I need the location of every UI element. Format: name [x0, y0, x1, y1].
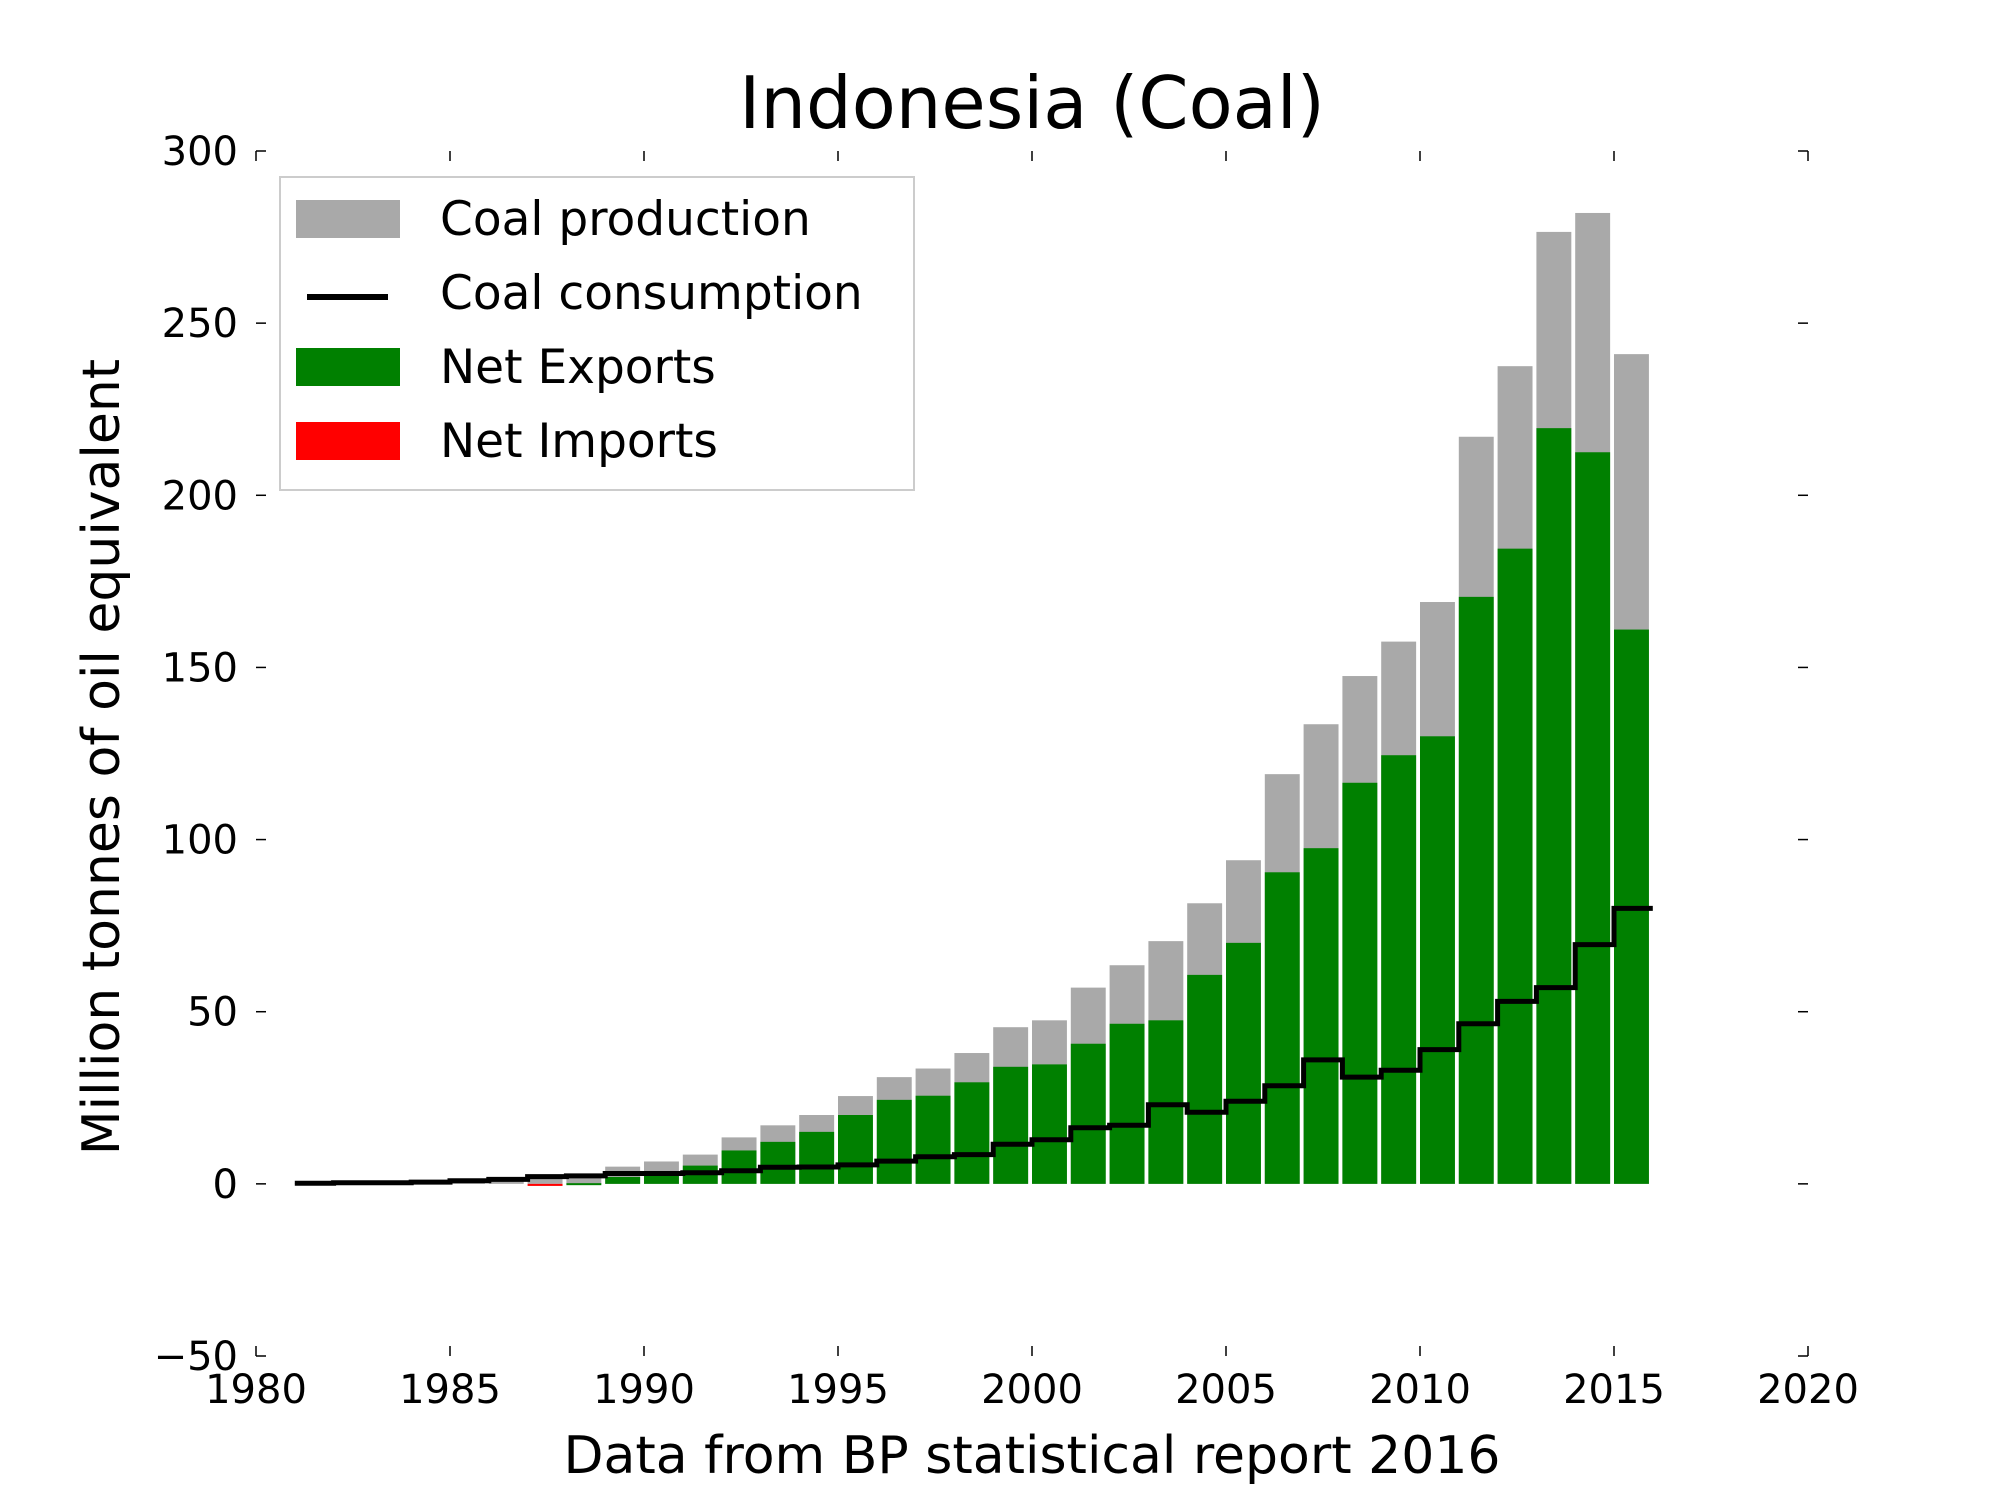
bar-net-exports-2000	[1032, 1064, 1067, 1184]
y-tick-label: 150	[162, 645, 238, 691]
bar-net-exports-2006	[1264, 872, 1300, 1184]
bar-net-exports-2003	[1148, 1020, 1184, 1184]
legend-swatch-net-imports	[296, 422, 400, 460]
y-tick-label: 200	[162, 473, 238, 519]
bar-net-exports-2008	[1342, 782, 1378, 1184]
bar-net-exports-1997	[915, 1095, 951, 1184]
bar-net-exports-2002	[1109, 1023, 1145, 1184]
bar-net-exports-1996	[876, 1099, 912, 1184]
bar-net-exports-1989	[605, 1176, 641, 1184]
x-tick-label: 2000	[981, 1367, 1083, 1413]
bar-net-exports-1995	[838, 1115, 873, 1184]
x-tick-label: 2010	[1369, 1367, 1471, 1413]
x-axis-label: Data from BP statistical report 2016	[563, 1426, 1500, 1486]
bar-production-1987	[527, 1178, 563, 1184]
bar-production-1988	[566, 1175, 602, 1184]
bar-net-exports-2014	[1575, 452, 1611, 1184]
bar-net-exports-1998	[954, 1082, 990, 1184]
y-tick-label: 300	[162, 129, 238, 175]
legend-label-coal-production: Coal production	[440, 192, 811, 247]
bar-net-imports-1987	[527, 1183, 563, 1186]
y-tick-label: −50	[154, 1334, 238, 1380]
x-tick-label: 2015	[1563, 1367, 1665, 1413]
x-tick-label: 1985	[399, 1367, 501, 1413]
chart-title: Indonesia (Coal)	[739, 61, 1325, 145]
bar-net-exports-2013	[1536, 428, 1572, 1184]
x-tick-label: 1980	[205, 1367, 307, 1413]
line-coal-consumption	[294, 905, 1653, 1186]
bar-net-exports-2001	[1070, 1043, 1106, 1184]
bar-net-exports-2007	[1303, 848, 1339, 1184]
bar-net-exports-2012	[1497, 548, 1533, 1184]
y-tick-label: 100	[162, 818, 238, 864]
bar-net-exports-1992	[721, 1150, 757, 1184]
legend-label-coal-consumption: Coal consumption	[440, 266, 863, 321]
x-tick-label: 2005	[1175, 1367, 1277, 1413]
bar-net-exports-1993	[760, 1141, 796, 1184]
y-tick-label: 250	[162, 301, 238, 347]
y-axis-label: Million tonnes of oil equivalent	[72, 359, 132, 1155]
bar-net-exports-1994	[799, 1131, 835, 1184]
bar-net-exports-2011	[1458, 596, 1494, 1184]
bar-net-exports-2004	[1187, 974, 1223, 1184]
legend-label-net-imports: Net Imports	[440, 414, 718, 469]
x-tick-label: 1995	[787, 1367, 889, 1413]
bar-net-exports-1999	[993, 1066, 1029, 1184]
y-tick-label: 50	[187, 990, 238, 1036]
legend: Coal production Coal consumption Net Expor…	[279, 176, 915, 491]
consumption-line-layer	[294, 905, 1653, 1186]
legend-label-net-exports: Net Exports	[440, 340, 716, 395]
x-tick-label: 2020	[1757, 1367, 1859, 1413]
bars-layer	[294, 212, 1649, 1186]
x-tick-label: 1990	[593, 1367, 695, 1413]
y-tick-label: 0	[213, 1162, 238, 1208]
bar-net-exports-2009	[1381, 755, 1417, 1184]
legend-swatch-coal-production	[296, 200, 400, 238]
bar-net-exports-2010	[1420, 736, 1455, 1184]
bar-net-exports-2005	[1226, 942, 1261, 1184]
axes-layer: 1980 1985 1990 1995 2000 2005 2010 2015 2020 −50 0…	[154, 129, 1859, 1413]
legend-swatch-net-exports	[296, 348, 400, 386]
bar-net-exports-1988	[566, 1183, 602, 1186]
